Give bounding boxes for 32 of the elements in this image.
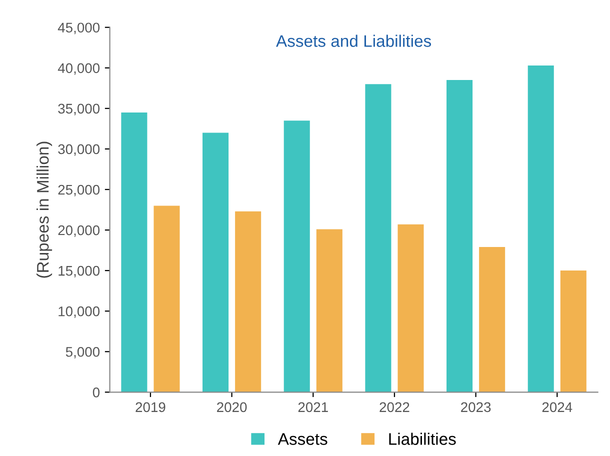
bar <box>398 224 424 392</box>
x-tick-label: 2023 <box>461 402 491 412</box>
y-tick-label: 20,000 <box>58 225 100 237</box>
y-tick-label: 35,000 <box>58 104 100 116</box>
y-tick-label: 0 <box>92 387 100 398</box>
bar <box>284 120 310 392</box>
chart-title: Assets and Liabilities <box>276 34 432 47</box>
y-tick-label: 25,000 <box>58 184 100 196</box>
y-tick-label: 45,000 <box>58 22 100 34</box>
y-tick-label: 10,000 <box>58 306 100 318</box>
bar <box>316 229 342 392</box>
bar <box>202 132 229 392</box>
x-tick-label: 2021 <box>298 402 328 412</box>
bar <box>446 80 473 392</box>
bar <box>154 206 180 392</box>
x-tick-label: 2024 <box>542 402 572 412</box>
y-tick-label: 40,000 <box>58 63 100 75</box>
x-tick-label: 2022 <box>380 402 410 412</box>
bar <box>235 211 262 392</box>
bar <box>365 84 392 392</box>
bar <box>479 247 506 392</box>
bar <box>560 270 586 392</box>
bar <box>528 65 554 392</box>
y-tick-label: 15,000 <box>58 266 100 278</box>
legend-label: Assets <box>278 433 328 445</box>
y-tick-label: 30,000 <box>58 144 100 156</box>
legend-label: Liabilities <box>389 432 456 445</box>
x-tick-label: 2020 <box>217 402 247 412</box>
x-tick-label: 2019 <box>136 402 166 412</box>
y-axis-title: (Rupees in Million) <box>36 142 52 278</box>
bar <box>121 112 148 392</box>
y-tick-label: 5,000 <box>66 346 100 358</box>
